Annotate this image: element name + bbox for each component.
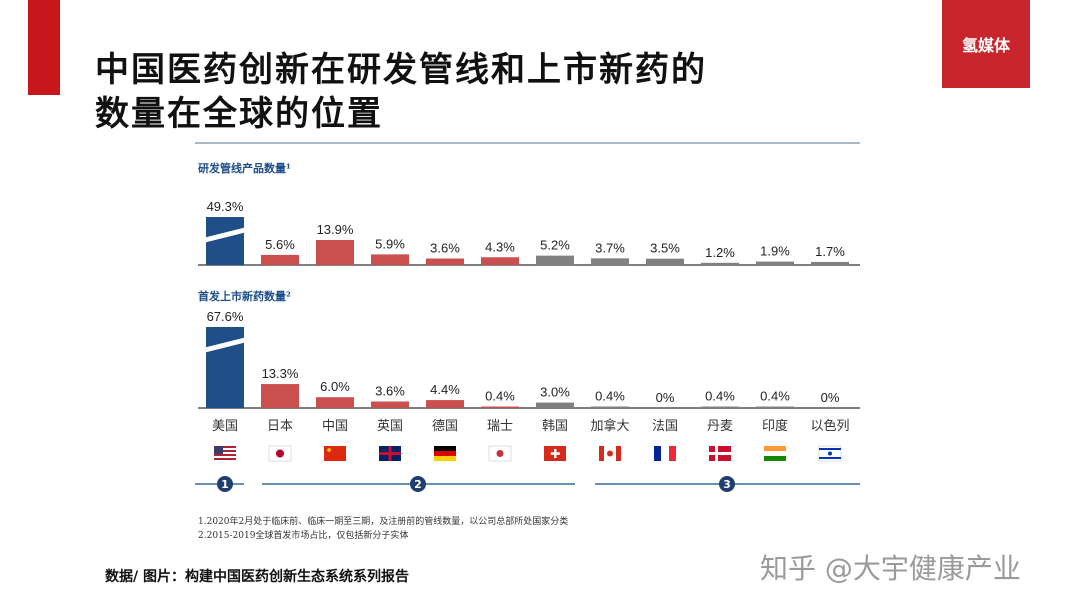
bar	[481, 257, 519, 265]
country-label: 韩国	[542, 419, 568, 434]
bar	[756, 261, 794, 265]
data-label: 0.4%	[760, 389, 790, 404]
bar	[316, 397, 354, 408]
uk-flag	[379, 446, 401, 461]
data-label: 13.9%	[317, 222, 354, 237]
group-number: 2	[414, 478, 422, 491]
us-flag	[214, 446, 236, 461]
data-label: 5.6%	[265, 237, 295, 252]
country-label: 英国	[377, 419, 403, 434]
country-label: 美国	[212, 419, 238, 434]
bar	[646, 258, 684, 265]
footnote-2: 2.2015-2019全球首发市场占比，仅包括新分子实体	[198, 529, 408, 541]
denmark-flag	[709, 446, 731, 461]
data-label: 3.0%	[540, 385, 570, 400]
bar	[536, 402, 574, 408]
bar	[701, 406, 739, 408]
red-accent-bar	[28, 0, 60, 95]
bar	[701, 262, 739, 265]
data-label: 3.6%	[375, 384, 405, 399]
bar	[591, 258, 629, 265]
india-flag	[764, 446, 786, 461]
data-label: 3.5%	[650, 241, 680, 256]
data-label: 0.4%	[485, 389, 515, 404]
axis-break-mark	[200, 336, 250, 354]
data-label: 3.7%	[595, 240, 625, 255]
bar	[426, 258, 464, 265]
data-label: 13.3%	[262, 366, 299, 381]
japan-flag	[268, 445, 292, 462]
page-title: 中国医药创新在研发管线和上市新药的 数量在全球的位置	[95, 48, 707, 136]
china-flag	[324, 446, 346, 461]
bar	[261, 384, 299, 408]
korea-flag	[488, 445, 512, 462]
chart1-title: 研发管线产品数量¹	[198, 161, 291, 175]
title-line-1: 中国医药创新在研发管线和上市新药的	[95, 50, 707, 90]
bar	[811, 261, 849, 265]
data-label: 0%	[656, 390, 675, 405]
country-label: 法国	[652, 419, 678, 434]
country-label: 印度	[762, 418, 788, 434]
axis-break-mark	[200, 226, 250, 244]
data-label: 4.4%	[430, 382, 460, 397]
group-marker	[410, 476, 426, 492]
country-label: 德国	[432, 419, 458, 434]
data-label: 3.6%	[430, 241, 460, 256]
bar	[316, 239, 354, 265]
group-marker	[217, 476, 233, 492]
data-label: 49.3%	[207, 199, 244, 214]
logo: 氢媒体	[942, 0, 1030, 88]
data-label: 67.6%	[207, 309, 244, 324]
data-label: 4.3%	[485, 239, 515, 254]
canada-flag	[599, 446, 621, 461]
data-label: 5.9%	[375, 236, 405, 251]
watermark: 知乎 @大宇健康产业	[760, 552, 1021, 585]
group-number: 1	[221, 478, 229, 491]
switzerland-flag	[544, 446, 566, 461]
country-label: 中国	[322, 419, 348, 434]
title-line-2: 数量在全球的位置	[95, 94, 383, 134]
bar	[481, 406, 519, 408]
france-flag	[654, 446, 676, 461]
bar	[371, 254, 409, 265]
data-label: 1.9%	[760, 244, 790, 259]
bar	[261, 254, 299, 265]
data-label: 1.7%	[815, 244, 845, 259]
source-caption: 数据/ 图片：构建中国医药创新生态系统系列报告	[105, 569, 409, 585]
bar	[756, 406, 794, 408]
country-label: 瑞士	[487, 419, 513, 434]
bar	[591, 406, 629, 408]
footnote-1: 1.2020年2月处于临床前、临床一期至三期，及注册前的管线数量，以公司总部所处…	[198, 515, 568, 527]
germany-flag	[434, 446, 456, 461]
bar	[536, 255, 574, 265]
country-label: 加拿大	[590, 418, 629, 434]
chart2-title: 首发上市新药数量²	[198, 289, 291, 303]
data-label: 5.2%	[540, 238, 570, 253]
country-label: 以色列	[810, 418, 849, 434]
data-label: 0%	[821, 390, 840, 405]
bar	[371, 401, 409, 408]
israel-flag	[818, 445, 842, 462]
bar	[206, 217, 244, 265]
country-label: 日本	[267, 419, 293, 434]
data-label: 1.2%	[705, 245, 735, 260]
group-number: 3	[723, 478, 731, 491]
data-label: 6.0%	[320, 379, 350, 394]
bar	[426, 400, 464, 408]
data-label: 0.4%	[595, 389, 625, 404]
country-label: 丹麦	[707, 419, 733, 434]
group-marker	[719, 476, 735, 492]
data-label: 0.4%	[705, 389, 735, 404]
